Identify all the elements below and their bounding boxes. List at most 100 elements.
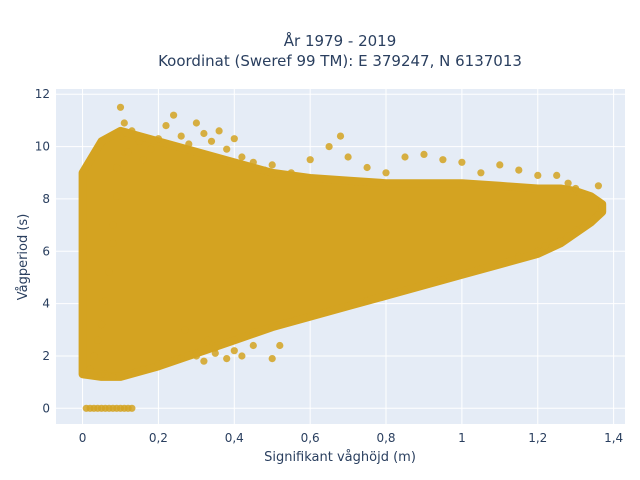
data-point bbox=[238, 352, 246, 360]
y-tick-label: 2 bbox=[42, 349, 50, 363]
data-point bbox=[97, 320, 106, 329]
data-point bbox=[124, 370, 132, 378]
data-point bbox=[249, 158, 257, 166]
data-point bbox=[382, 169, 390, 177]
data-point bbox=[249, 341, 257, 350]
data-point bbox=[401, 153, 409, 161]
tick-labels: 0 0,2 0,4 0,6 0,8 1 1,2 1,4 0 2 4 6 8 10 12 bbox=[35, 87, 623, 445]
data-point bbox=[287, 318, 295, 326]
x-axis-title: Signifikant våghöjd (m) bbox=[264, 450, 416, 465]
data-point bbox=[177, 355, 185, 363]
chart-title-line-2: Koordinat (Sweref 99 TM): E 379247, N 61… bbox=[158, 52, 522, 70]
data-point bbox=[207, 137, 216, 145]
data-point bbox=[223, 355, 231, 363]
data-point bbox=[128, 404, 136, 412]
y-axis-title: Vågperiod (s) bbox=[16, 214, 31, 301]
data-point bbox=[139, 365, 147, 373]
data-point bbox=[249, 328, 257, 336]
x-tick-label: 1,2 bbox=[528, 431, 547, 445]
data-point bbox=[458, 158, 466, 166]
data-point bbox=[363, 297, 371, 305]
x-tick-label: 1,4 bbox=[604, 431, 623, 445]
data-point bbox=[109, 239, 117, 247]
data-point bbox=[162, 122, 170, 130]
data-point bbox=[420, 281, 428, 289]
data-point bbox=[477, 169, 485, 177]
data-point bbox=[192, 352, 200, 360]
data-point bbox=[382, 292, 390, 300]
data-point bbox=[147, 145, 155, 153]
data-point bbox=[94, 336, 102, 344]
data-point bbox=[534, 247, 542, 255]
data-point bbox=[177, 132, 185, 140]
data-point bbox=[344, 153, 352, 161]
data-point bbox=[120, 119, 128, 127]
data-point bbox=[541, 242, 549, 250]
data-point bbox=[154, 135, 162, 143]
data-point bbox=[109, 221, 117, 229]
data-point bbox=[534, 171, 542, 179]
data-point bbox=[420, 150, 428, 158]
data-point bbox=[86, 365, 94, 373]
y-tick-label: 10 bbox=[35, 140, 50, 154]
data-point bbox=[553, 171, 561, 179]
data-point bbox=[306, 313, 314, 321]
data-point bbox=[564, 232, 572, 240]
data-point bbox=[124, 148, 132, 156]
data-point bbox=[401, 286, 409, 295]
data-point bbox=[276, 341, 284, 350]
data-point bbox=[135, 137, 144, 145]
data-point bbox=[287, 169, 295, 177]
data-point bbox=[439, 276, 447, 284]
data-point bbox=[572, 184, 580, 193]
data-point bbox=[261, 166, 269, 174]
data-point bbox=[97, 370, 106, 378]
y-tick-label: 0 bbox=[42, 401, 50, 415]
data-point bbox=[139, 156, 147, 164]
data-point bbox=[116, 132, 125, 140]
x-tick-label: 0,6 bbox=[301, 431, 320, 445]
data-point bbox=[496, 161, 504, 169]
x-tick-label: 0,8 bbox=[376, 431, 395, 445]
x-tick-label: 1 bbox=[458, 431, 466, 445]
data-point bbox=[101, 297, 109, 305]
data-point bbox=[192, 119, 200, 127]
data-point bbox=[116, 103, 125, 111]
y-tick-label: 6 bbox=[42, 244, 50, 258]
data-point bbox=[109, 373, 117, 381]
data-point bbox=[572, 226, 580, 234]
data-point bbox=[185, 140, 193, 148]
data-point bbox=[204, 336, 212, 344]
data-point bbox=[128, 127, 136, 135]
data-point bbox=[105, 268, 113, 276]
data-point bbox=[238, 153, 246, 161]
data-point bbox=[344, 302, 352, 310]
data-point bbox=[336, 132, 345, 140]
data-point bbox=[90, 352, 98, 360]
data-points bbox=[78, 103, 607, 412]
data-point bbox=[598, 203, 606, 211]
data-point bbox=[268, 323, 276, 331]
data-point bbox=[200, 357, 208, 365]
data-point bbox=[230, 135, 238, 143]
data-point bbox=[583, 192, 591, 200]
data-point bbox=[564, 179, 572, 187]
data-point bbox=[458, 271, 466, 279]
data-point bbox=[223, 145, 231, 153]
data-point bbox=[230, 336, 238, 344]
data-point bbox=[439, 156, 447, 164]
data-point bbox=[587, 218, 595, 227]
data-point bbox=[268, 161, 276, 169]
data-point bbox=[230, 347, 238, 355]
data-point bbox=[113, 192, 121, 200]
data-point bbox=[496, 260, 504, 268]
data-point bbox=[477, 266, 485, 274]
data-point bbox=[325, 307, 333, 316]
data-point bbox=[579, 224, 587, 232]
data-point bbox=[594, 211, 603, 219]
data-point bbox=[154, 360, 162, 368]
data-point bbox=[325, 143, 333, 151]
data-point bbox=[363, 163, 371, 172]
